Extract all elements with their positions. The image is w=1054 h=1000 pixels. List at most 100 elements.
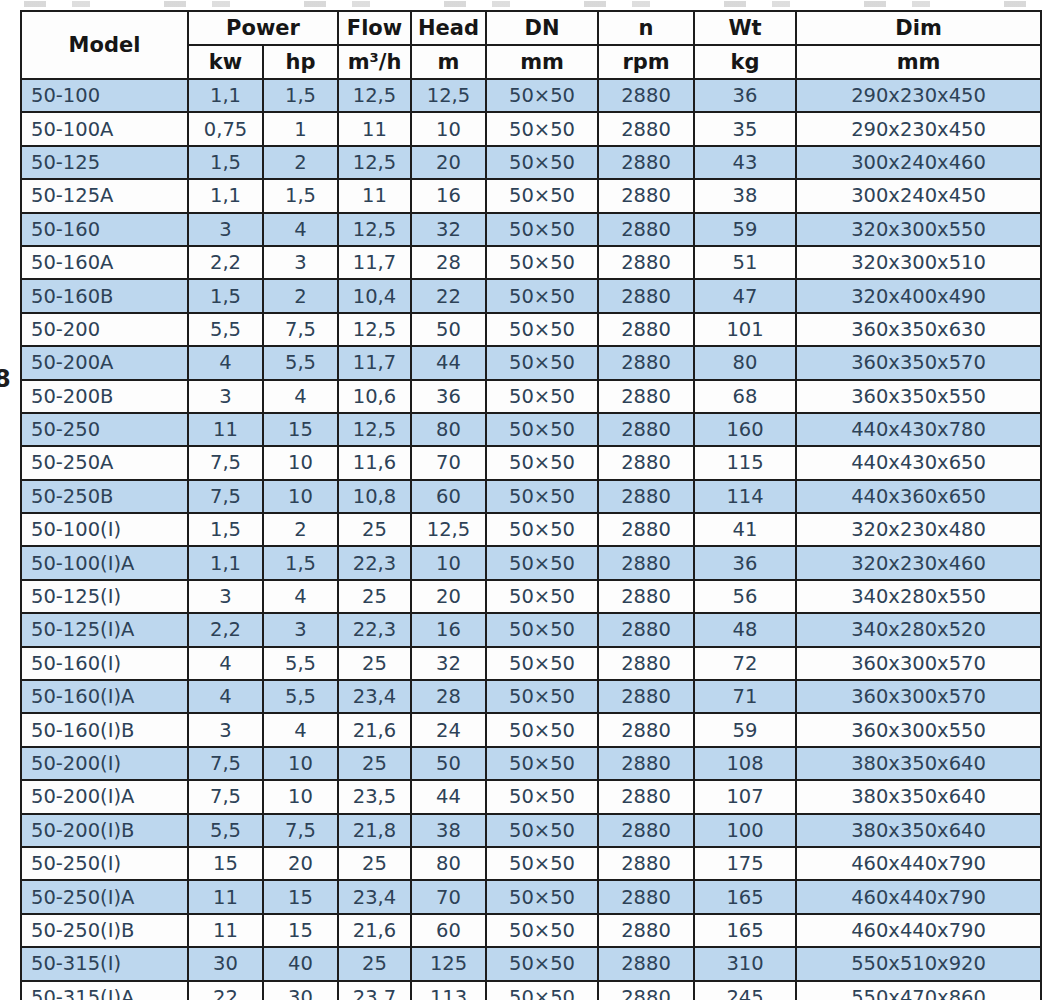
cell-model: 50-200(I): [21, 747, 188, 780]
cell-dim: 360x350x630: [796, 313, 1041, 346]
cell-dn: 50×50: [486, 146, 598, 179]
cell-flow: 25: [338, 580, 411, 613]
cell-dn: 50×50: [486, 747, 598, 780]
cell-head: 28: [411, 680, 486, 713]
table-body: 50-1001,11,512,512,550×50288036290x230x4…: [21, 79, 1041, 1000]
cell-dn: 50×50: [486, 814, 598, 847]
cell-hp: 10: [263, 747, 338, 780]
cell-hp: 40: [263, 947, 338, 980]
cell-rpm: 2880: [598, 79, 694, 112]
cell-flow: 25: [338, 747, 411, 780]
table-row: 50-1603412,53250×50288059320x300x550: [21, 213, 1041, 246]
unit-dn: mm: [486, 45, 598, 79]
cell-model: 50-250A: [21, 446, 188, 479]
cell-rpm: 2880: [598, 513, 694, 546]
cell-head: 80: [411, 847, 486, 880]
cell-flow: 21,8: [338, 814, 411, 847]
cell-wt: 80: [694, 346, 796, 379]
cell-rpm: 2880: [598, 947, 694, 980]
cell-model: 50-200: [21, 313, 188, 346]
cell-kw: 22: [188, 981, 263, 1000]
cell-flow: 23,4: [338, 680, 411, 713]
cell-rpm: 2880: [598, 680, 694, 713]
cell-wt: 47: [694, 279, 796, 312]
cell-hp: 3: [263, 613, 338, 646]
cell-hp: 4: [263, 213, 338, 246]
cell-dn: 50×50: [486, 680, 598, 713]
cell-wt: 36: [694, 79, 796, 112]
cell-dn: 50×50: [486, 346, 598, 379]
cell-kw: 1,5: [188, 513, 263, 546]
cell-model: 50-100A: [21, 112, 188, 145]
cell-kw: 7,5: [188, 780, 263, 813]
table-row: 50-315(I)A223023,711350×502880245550x470…: [21, 981, 1041, 1000]
cell-model: 50-160(I)B: [21, 713, 188, 746]
table-row: 50-160(I)A45,523,42850×50288071360x300x5…: [21, 680, 1041, 713]
cell-flow: 11,7: [338, 346, 411, 379]
cell-flow: 25: [338, 947, 411, 980]
cell-wt: 68: [694, 380, 796, 413]
table-row: 50-160(I)B3421,62450×50288059360x300x550: [21, 713, 1041, 746]
cell-flow: 12,5: [338, 146, 411, 179]
cell-model: 50-125(I): [21, 580, 188, 613]
cell-dim: 440x360x650: [796, 480, 1041, 513]
cell-wt: 165: [694, 914, 796, 947]
header-dim: Dim: [796, 11, 1041, 45]
cell-dim: 380x350x640: [796, 780, 1041, 813]
cell-flow: 12,5: [338, 79, 411, 112]
cell-kw: 1,5: [188, 146, 263, 179]
cell-head: 16: [411, 613, 486, 646]
cell-hp: 3: [263, 246, 338, 279]
cell-wt: 71: [694, 680, 796, 713]
cell-dn: 50×50: [486, 246, 598, 279]
cell-head: 80: [411, 413, 486, 446]
cell-kw: 15: [188, 847, 263, 880]
cell-head: 28: [411, 246, 486, 279]
cell-dn: 50×50: [486, 847, 598, 880]
cell-dn: 50×50: [486, 914, 598, 947]
cell-head: 32: [411, 213, 486, 246]
cell-wt: 48: [694, 613, 796, 646]
cell-dn: 50×50: [486, 647, 598, 680]
table-row: 50-315(I)30402512550×502880310550x510x92…: [21, 947, 1041, 980]
cell-hp: 4: [263, 580, 338, 613]
cell-head: 38: [411, 814, 486, 847]
cell-dim: 440x430x650: [796, 446, 1041, 479]
cell-dn: 50×50: [486, 413, 598, 446]
cell-dim: 440x430x780: [796, 413, 1041, 446]
table-row: 50-1251,5212,52050×50288043300x240x460: [21, 146, 1041, 179]
cell-rpm: 2880: [598, 179, 694, 212]
cell-head: 60: [411, 480, 486, 513]
cell-model: 50-250(I)B: [21, 914, 188, 947]
cell-hp: 2: [263, 146, 338, 179]
cell-model: 50-160(I)A: [21, 680, 188, 713]
cell-model: 50-160B: [21, 279, 188, 312]
cell-rpm: 2880: [598, 480, 694, 513]
table-row: 50-250111512,58050×502880160440x430x780: [21, 413, 1041, 446]
cell-flow: 25: [338, 847, 411, 880]
cell-flow: 10,8: [338, 480, 411, 513]
cell-kw: 1,5: [188, 279, 263, 312]
scan-artifact-dashes: [24, 1, 1034, 7]
cell-dn: 50×50: [486, 112, 598, 145]
table-row: 50-125(I)A2,2322,31650×50288048340x280x5…: [21, 613, 1041, 646]
page-number: 8: [0, 365, 11, 393]
cell-hp: 20: [263, 847, 338, 880]
cell-hp: 30: [263, 981, 338, 1000]
cell-flow: 12,5: [338, 413, 411, 446]
cell-dim: 460x440x790: [796, 847, 1041, 880]
table-header: Model Power Flow Head DN n Wt Dim kw hp …: [21, 11, 1041, 79]
cell-kw: 2,2: [188, 246, 263, 279]
cell-head: 113: [411, 981, 486, 1000]
cell-hp: 2: [263, 279, 338, 312]
cell-wt: 245: [694, 981, 796, 1000]
cell-dim: 290x230x450: [796, 112, 1041, 145]
cell-rpm: 2880: [598, 613, 694, 646]
cell-kw: 4: [188, 647, 263, 680]
cell-hp: 15: [263, 914, 338, 947]
cell-wt: 100: [694, 814, 796, 847]
cell-wt: 36: [694, 546, 796, 579]
cell-kw: 7,5: [188, 446, 263, 479]
cell-wt: 310: [694, 947, 796, 980]
cell-flow: 11,7: [338, 246, 411, 279]
